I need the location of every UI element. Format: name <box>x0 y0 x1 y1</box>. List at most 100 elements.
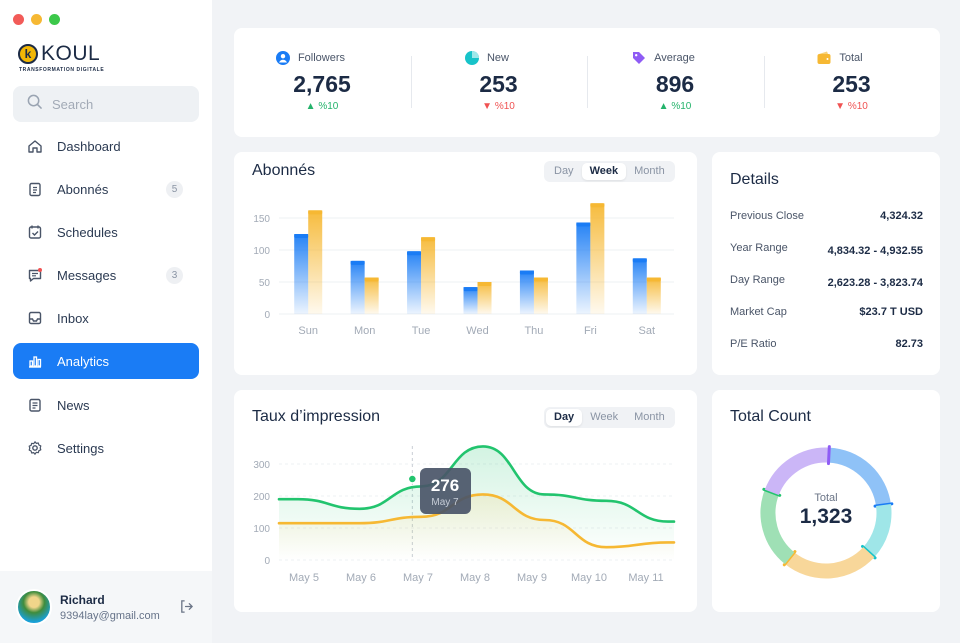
count-badge: 3 <box>166 266 183 284</box>
x-tick-label: May 11 <box>628 572 663 584</box>
sidebar-item-label: Dashboard <box>57 138 121 154</box>
x-tick-label: Sat <box>639 325 656 337</box>
details-value: 2,623.28 - 3,823.74 <box>827 277 923 289</box>
details-card: Details Previous Close 4,324.32 Year Range… <box>712 152 940 375</box>
tab-day[interactable]: Day <box>546 409 583 426</box>
details-label: Previous Close <box>730 210 804 222</box>
sidebar-item-abonns[interactable]: Abonnés 5 <box>13 171 199 207</box>
stat-label: Average <box>654 52 695 64</box>
sidebar-item-messages[interactable]: Messages 3 <box>13 257 199 293</box>
arrow-down-icon: ▼ <box>482 101 495 112</box>
bar-cap <box>308 210 323 215</box>
details-value: 4,324.32 <box>880 210 923 222</box>
tab-month[interactable]: Month <box>634 165 665 177</box>
bar-chart-icon <box>27 353 43 369</box>
arrow-up-icon: ▲ <box>305 101 319 112</box>
tab-week[interactable]: Week <box>590 411 619 423</box>
details-value: $23.7 T USD <box>859 306 923 318</box>
bar-cap <box>364 277 379 282</box>
details-value: 82.73 <box>895 338 923 350</box>
series-line <box>277 493 676 549</box>
x-tick-label: Wed <box>466 325 488 337</box>
abonnes-title: Abonnés <box>252 162 316 179</box>
stat-change: ▼ %10 <box>411 101 587 112</box>
details-label: Year Range <box>730 242 788 254</box>
tooltip-box <box>420 468 471 514</box>
window-controls <box>13 14 60 25</box>
avatar[interactable] <box>16 589 52 625</box>
details-label: Market Cap <box>730 306 787 318</box>
wallet-icon <box>816 50 832 66</box>
brand-logo[interactable]: k KOUL <box>18 43 100 64</box>
details-title: Details <box>730 171 779 188</box>
search-input[interactable] <box>52 96 192 112</box>
x-tick-label: Tue <box>412 325 431 337</box>
y-tick-label: 300 <box>253 460 270 471</box>
stat-change: ▲ %10 <box>587 101 763 112</box>
bar-cap <box>590 203 605 208</box>
x-tick-label: May 9 <box>517 572 547 584</box>
sidebar-item-news[interactable]: News <box>13 387 199 423</box>
donut-segment-marker <box>826 445 831 466</box>
impression-card: Taux d’impression Day Week Month 0 100 200 30… <box>234 390 697 612</box>
tab-week[interactable]: Week <box>581 163 627 180</box>
stat-change-value: %10 <box>494 101 515 112</box>
message-icon <box>27 267 43 283</box>
details-label: Day Range <box>730 274 786 286</box>
tab-month[interactable]: Month <box>634 411 665 423</box>
user-profile[interactable]: Richard 9394lay@gmail.com <box>0 571 212 643</box>
x-tick-label: May 7 <box>403 572 433 584</box>
y-tick-label: 0 <box>264 310 270 321</box>
sidebar-nav: Dashboard Abonnés 5 Schedules Messages 3 Inbox… <box>13 128 199 473</box>
donut-segment <box>760 489 795 564</box>
sidebar-item-label: News <box>57 397 90 413</box>
stat-value: 253 <box>479 71 518 97</box>
details-row: Day Range 2,623.28 - 3,823.74 <box>730 274 923 289</box>
total-count-card: Total Count Total 1,323 <box>712 390 940 612</box>
divider <box>410 56 412 108</box>
total-count-value: 1,323 <box>799 505 853 528</box>
maximize-window-button[interactable] <box>49 14 60 25</box>
search-icon <box>27 94 42 114</box>
x-tick-label: May 8 <box>460 572 490 584</box>
sidebar-item-settings[interactable]: Settings <box>13 430 199 466</box>
stat-label: Total <box>839 52 863 64</box>
bar <box>632 258 647 314</box>
sidebar-item-analytics[interactable]: Analytics <box>13 343 199 379</box>
details-value: 4,834.32 - 4,932.55 <box>827 245 923 257</box>
logout-icon[interactable] <box>179 599 194 619</box>
details-row: Previous Close 4,324.32 <box>730 210 923 222</box>
gear-icon <box>27 440 43 456</box>
close-window-button[interactable] <box>13 14 24 25</box>
y-tick-label: 200 <box>253 492 270 503</box>
bar-cap <box>463 287 478 292</box>
sidebar-item-inbox[interactable]: Inbox <box>13 300 199 336</box>
stat-total: Total 253 ▼ %10 <box>764 28 940 137</box>
sidebar-item-schedules[interactable]: Schedules <box>13 214 199 250</box>
stat-new: New 253 ▼ %10 <box>411 28 587 137</box>
bar <box>646 277 661 314</box>
bar-cap <box>421 237 436 242</box>
search-box[interactable] <box>13 86 199 122</box>
stat-change-value: %10 <box>671 101 692 112</box>
minimize-window-button[interactable] <box>31 14 42 25</box>
stat-average: Average 896 ▲ %10 <box>587 28 763 137</box>
bar <box>576 222 591 314</box>
sidebar-item-dashboard[interactable]: Dashboard <box>13 128 199 164</box>
stat-followers: Followers 2,765 ▲ %10 <box>234 28 410 137</box>
bar <box>590 203 605 314</box>
divider <box>763 56 765 108</box>
y-tick-label: 100 <box>253 524 270 535</box>
x-tick-label: May 6 <box>346 572 376 584</box>
data-point <box>407 474 418 484</box>
user-email: 9394lay@gmail.com <box>60 609 160 622</box>
abonnes-card: Abonnés Day Week Month 0 50 100 150 Sun Mon Tue W… <box>234 152 697 375</box>
pie-icon <box>464 50 480 66</box>
details-label: P/E Ratio <box>730 338 777 350</box>
donut-segment <box>828 447 891 507</box>
y-tick-label: 150 <box>253 214 270 225</box>
stat-header: Followers <box>234 50 410 66</box>
bar-cap <box>407 251 422 256</box>
bar-cap <box>519 270 534 275</box>
tab-day[interactable]: Day <box>554 165 574 177</box>
